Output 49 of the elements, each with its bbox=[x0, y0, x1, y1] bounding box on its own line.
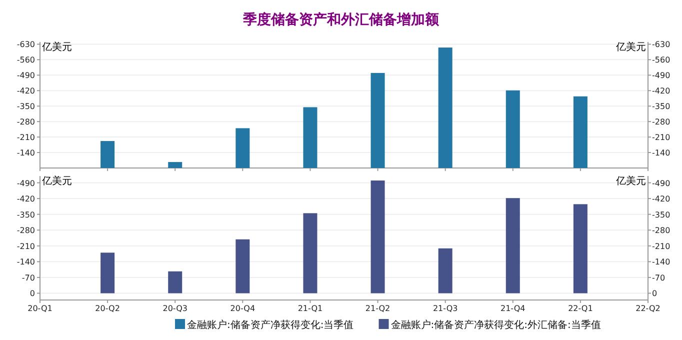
y-tick-label: -280 bbox=[16, 226, 35, 236]
y-tick-label: -350 bbox=[16, 102, 35, 112]
y-tick-label: -560 bbox=[16, 56, 35, 65]
x-tick-label: 20-Q4 bbox=[230, 304, 256, 313]
y2-tick-label: 0 bbox=[652, 289, 658, 298]
y-tick-label: 0 bbox=[30, 289, 35, 298]
y2-tick-label: -490 bbox=[652, 71, 670, 80]
x-tick-label: 20-Q2 bbox=[95, 304, 120, 313]
y2-tick-label: -350 bbox=[652, 210, 670, 220]
y2-tick-label: -210 bbox=[652, 242, 670, 251]
y2-tick-label: -490 bbox=[652, 178, 670, 188]
y2-tick-label: -420 bbox=[652, 194, 670, 204]
y2-tick-label: -280 bbox=[652, 226, 670, 236]
y2-tick-label: -210 bbox=[652, 133, 670, 142]
y2-tick-label: -70 bbox=[652, 273, 666, 282]
y2-tick-label: -630 bbox=[652, 40, 670, 50]
y2-axis-title: 亿美元 bbox=[615, 175, 646, 187]
y-tick-label: -490 bbox=[16, 71, 35, 80]
y-tick-label: -420 bbox=[16, 194, 35, 204]
y-tick-label: -630 bbox=[16, 40, 35, 50]
x-tick-label: 22-Q2 bbox=[636, 304, 660, 313]
chart-title: 季度储备资产和外汇储备增加额 bbox=[242, 11, 440, 28]
x-tick-label: 20-Q1 bbox=[28, 304, 52, 313]
y2-tick-label: -140 bbox=[652, 148, 670, 158]
y-tick-label: -420 bbox=[16, 86, 35, 96]
y-tick-label: -140 bbox=[16, 148, 35, 158]
y-tick-label: -210 bbox=[16, 133, 35, 142]
y2-tick-label: -350 bbox=[652, 102, 670, 112]
y2-tick-label: -560 bbox=[652, 56, 670, 65]
y-tick-label: -140 bbox=[16, 258, 35, 267]
x-tick-label: 21-Q4 bbox=[500, 304, 526, 313]
y-tick-label: -350 bbox=[16, 210, 35, 220]
y-axis-title: 亿美元 bbox=[41, 175, 72, 187]
legend-label: 金融账户:储备资产净获得变化:当季值 bbox=[187, 319, 354, 331]
x-tick-label: 22-Q1 bbox=[568, 304, 593, 313]
y2-tick-label: -140 bbox=[652, 258, 670, 267]
y2-axis-title: 亿美元 bbox=[615, 41, 646, 53]
x-tick-label: 21-Q2 bbox=[365, 304, 390, 313]
y-tick-label: -70 bbox=[22, 273, 35, 282]
x-tick-label: 21-Q1 bbox=[298, 304, 323, 313]
y-tick-label: -210 bbox=[16, 242, 35, 251]
legend-label: 金融账户:储备资产净获得变化:外汇储备:当季值 bbox=[390, 319, 601, 331]
x-tick-label: 21-Q3 bbox=[432, 304, 458, 313]
y-axis-title: 亿美元 bbox=[41, 41, 72, 53]
y-tick-label: -280 bbox=[16, 118, 35, 127]
y2-tick-label: -420 bbox=[652, 86, 670, 96]
y2-tick-label: -280 bbox=[652, 118, 670, 127]
x-tick-label: 20-Q3 bbox=[162, 304, 188, 313]
y-tick-label: -490 bbox=[16, 178, 35, 188]
